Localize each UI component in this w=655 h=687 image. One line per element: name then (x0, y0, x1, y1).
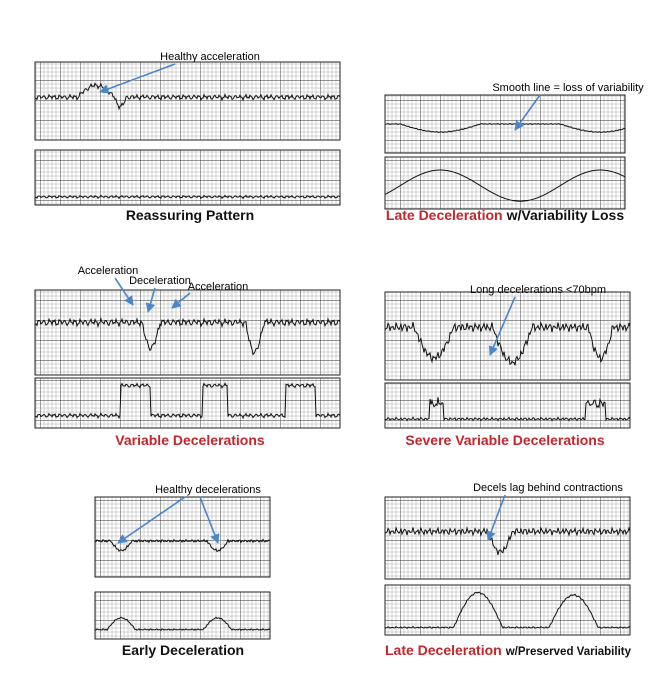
annotation: Long decelerations <70bpm (470, 284, 606, 296)
caption: Variable Decelerations (115, 432, 265, 448)
figure: Healthy acceleration Smooth line = loss … (0, 0, 655, 687)
strip-grid (385, 157, 625, 209)
caption-main: Late Deceleration (386, 207, 503, 223)
strip-grid (385, 292, 630, 380)
caption: Reassuring Pattern (126, 207, 254, 223)
caption: Early Deceleration (122, 642, 244, 658)
strip-grid (95, 497, 270, 577)
strip-grid (35, 290, 340, 375)
strip-grid (35, 62, 340, 140)
strip-grid (385, 383, 630, 428)
annotation: Smooth line = loss of variability (492, 82, 644, 94)
annotation: Acceleration (188, 281, 249, 293)
caption-main: Late Deceleration (385, 642, 502, 658)
tracings (35, 62, 630, 639)
annotation: Deceleration (129, 275, 191, 287)
annotation: Healthy decelerations (155, 484, 261, 496)
strip-grid (95, 592, 270, 639)
annotation: Healthy acceleration (160, 51, 260, 63)
caption-suffix: w/Variability Loss (506, 207, 625, 223)
annotation: Decels lag behind contractions (473, 482, 623, 494)
caption: Severe Variable Decelerations (405, 432, 604, 448)
strip-grid (35, 378, 340, 428)
strip-grid (385, 497, 630, 579)
caption-suffix: w/Preserved Variability (505, 646, 632, 658)
